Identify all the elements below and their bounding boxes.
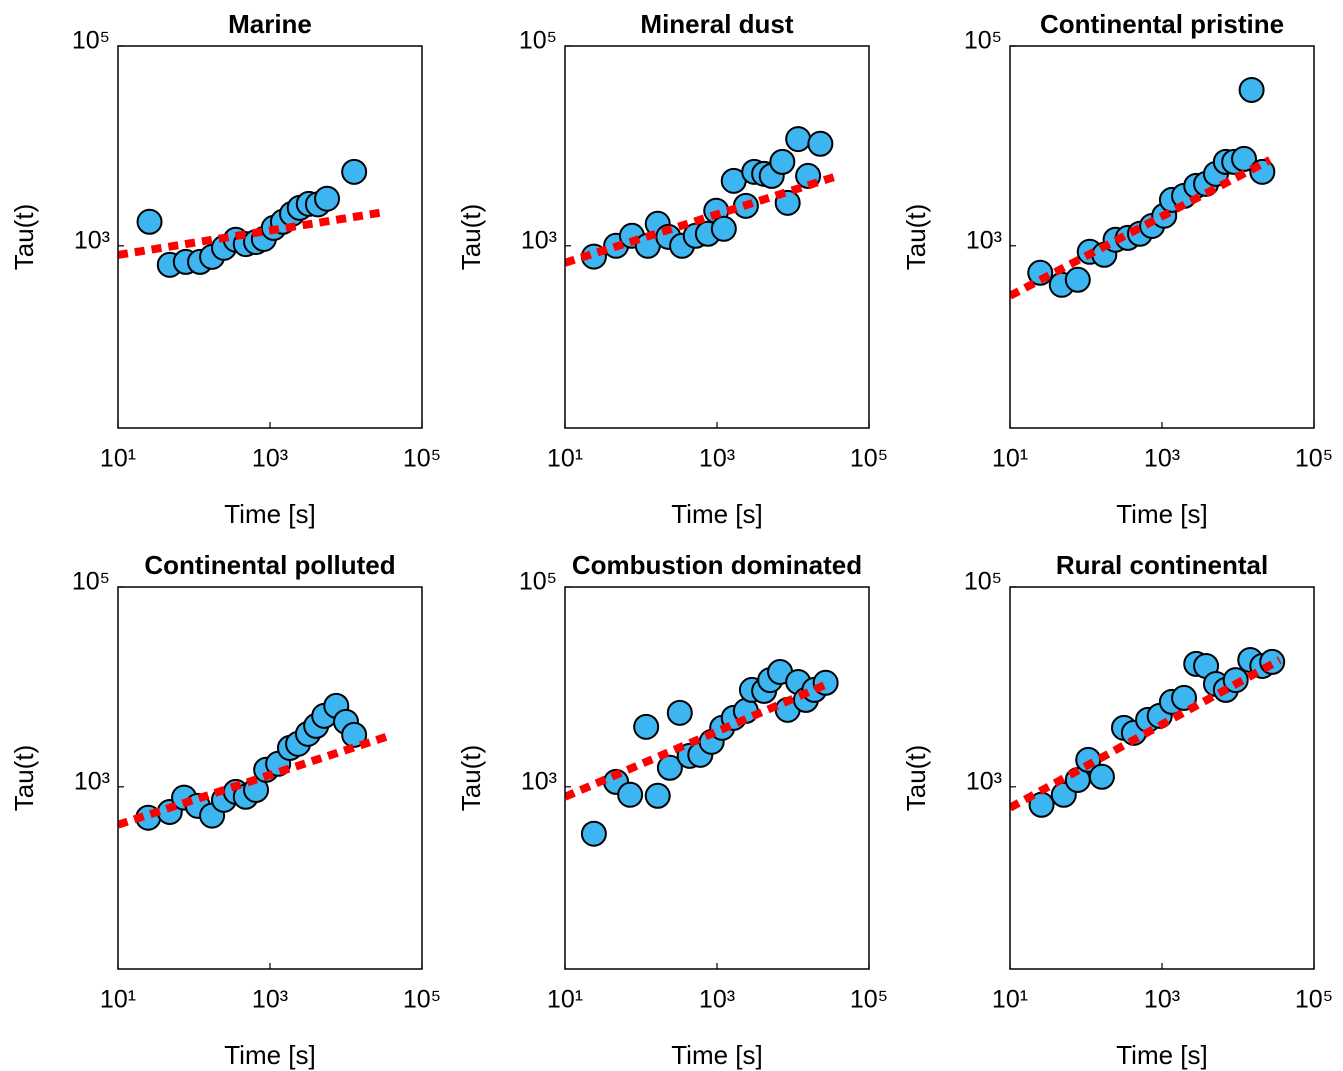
x-tick-label: 10³: [699, 986, 735, 1014]
panel: 10¹ 10³ 10⁵ 10³ 10⁵ Rural continental Time [s]…: [901, 550, 1333, 1070]
axes-background: [1010, 46, 1314, 428]
axes-background: [1010, 587, 1314, 969]
scatter-point: [1231, 145, 1258, 172]
y-tick-label: 10³: [966, 226, 1002, 254]
x-axis-label: Time [s]: [224, 499, 315, 529]
x-tick-label: 10³: [252, 445, 288, 473]
panel-title: Continental polluted: [144, 550, 395, 580]
y-tick-label: 10³: [521, 226, 557, 254]
panel-title: Combustion dominated: [572, 550, 862, 580]
panel: 10¹ 10³ 10⁵ 10³ 10⁵ Combustion dominated Time …: [456, 550, 888, 1070]
y-tick-label: 10⁵: [519, 568, 557, 596]
scatter-point: [710, 215, 737, 242]
panel-title: Mineral dust: [640, 9, 793, 39]
x-tick-label: 10¹: [547, 445, 583, 473]
axes-box: [564, 45, 870, 429]
scatter-point: [656, 754, 683, 781]
x-tick-label: 10⁵: [850, 986, 888, 1014]
axes-box: [117, 586, 423, 970]
scatter-point: [769, 148, 796, 175]
scatter-point: [1238, 76, 1265, 103]
x-tick-label: 10¹: [992, 986, 1028, 1014]
scatter-point: [1064, 266, 1091, 293]
y-axis-label: Tau(t): [456, 204, 486, 270]
fit-line: [1010, 656, 1282, 812]
y-axis-label: Tau(t): [901, 204, 931, 270]
axes-box: [1009, 586, 1315, 970]
x-tick-label: 10¹: [100, 445, 136, 473]
y-tick-label: 10³: [74, 767, 110, 795]
y-tick-label: 10³: [74, 226, 110, 254]
x-axis-label: Time [s]: [1116, 499, 1207, 529]
x-tick-label: 10⁵: [850, 445, 888, 473]
y-tick-label: 10³: [966, 767, 1002, 795]
x-tick-label: 10⁵: [403, 445, 441, 473]
scatter-point: [580, 820, 607, 847]
scatter-point: [785, 126, 812, 153]
y-axis-label: Tau(t): [456, 745, 486, 811]
y-tick-label: 10⁵: [72, 27, 110, 55]
y-tick-label: 10⁵: [964, 27, 1002, 55]
panel-title: Rural continental: [1056, 550, 1268, 580]
y-axis-label: Tau(t): [9, 745, 39, 811]
scatter-point: [1088, 763, 1115, 790]
scatter-point: [644, 782, 671, 809]
fit-line: [118, 731, 394, 829]
x-tick-label: 10³: [699, 445, 735, 473]
x-tick-label: 10⁵: [403, 986, 441, 1014]
x-tick-label: 10¹: [547, 986, 583, 1014]
scatter-point: [136, 208, 163, 235]
x-axis-label: Time [s]: [671, 1040, 762, 1070]
scatter-point: [633, 713, 660, 740]
panel-title: Marine: [228, 9, 312, 39]
x-tick-label: 10³: [252, 986, 288, 1014]
panel-title: Continental pristine: [1040, 9, 1284, 39]
fit-line: [118, 208, 381, 259]
axes-box: [564, 586, 870, 970]
x-tick-label: 10³: [1144, 986, 1180, 1014]
y-tick-label: 10⁵: [72, 568, 110, 596]
x-tick-label: 10³: [1144, 445, 1180, 473]
fit-line: [565, 172, 840, 267]
y-tick-label: 10⁵: [964, 568, 1002, 596]
y-tick-label: 10⁵: [519, 27, 557, 55]
fit-line: [1010, 156, 1272, 300]
x-axis-label: Time [s]: [1116, 1040, 1207, 1070]
x-axis-label: Time [s]: [224, 1040, 315, 1070]
x-tick-label: 10⁵: [1295, 445, 1333, 473]
x-tick-label: 10¹: [992, 445, 1028, 473]
panel: 10¹ 10³ 10⁵ 10³ 10⁵ Marine Time [s] Tau(t): [9, 9, 441, 529]
scatter-point: [807, 130, 834, 157]
scatter-point: [617, 781, 644, 808]
axes-box: [117, 45, 423, 429]
axes-box: [1009, 45, 1315, 429]
y-axis-label: Tau(t): [901, 745, 931, 811]
panel: 10¹ 10³ 10⁵ 10³ 10⁵ Continental polluted Time …: [9, 550, 441, 1070]
scatter-point: [341, 721, 368, 748]
y-tick-label: 10³: [521, 767, 557, 795]
scatter-point: [314, 185, 341, 212]
panel: 10¹ 10³ 10⁵ 10³ 10⁵ Mineral dust Time [s] Tau(t…: [456, 9, 888, 529]
x-tick-label: 10¹: [100, 986, 136, 1014]
scatter-point: [1171, 684, 1198, 711]
scatter-point: [341, 158, 368, 185]
fit-line: [565, 679, 832, 801]
scatter-point: [666, 699, 693, 726]
x-tick-label: 10⁵: [1295, 986, 1333, 1014]
y-axis-label: Tau(t): [9, 204, 39, 270]
x-axis-label: Time [s]: [671, 499, 762, 529]
panel: 10¹ 10³ 10⁵ 10³ 10⁵ Continental pristine Time …: [901, 9, 1333, 529]
